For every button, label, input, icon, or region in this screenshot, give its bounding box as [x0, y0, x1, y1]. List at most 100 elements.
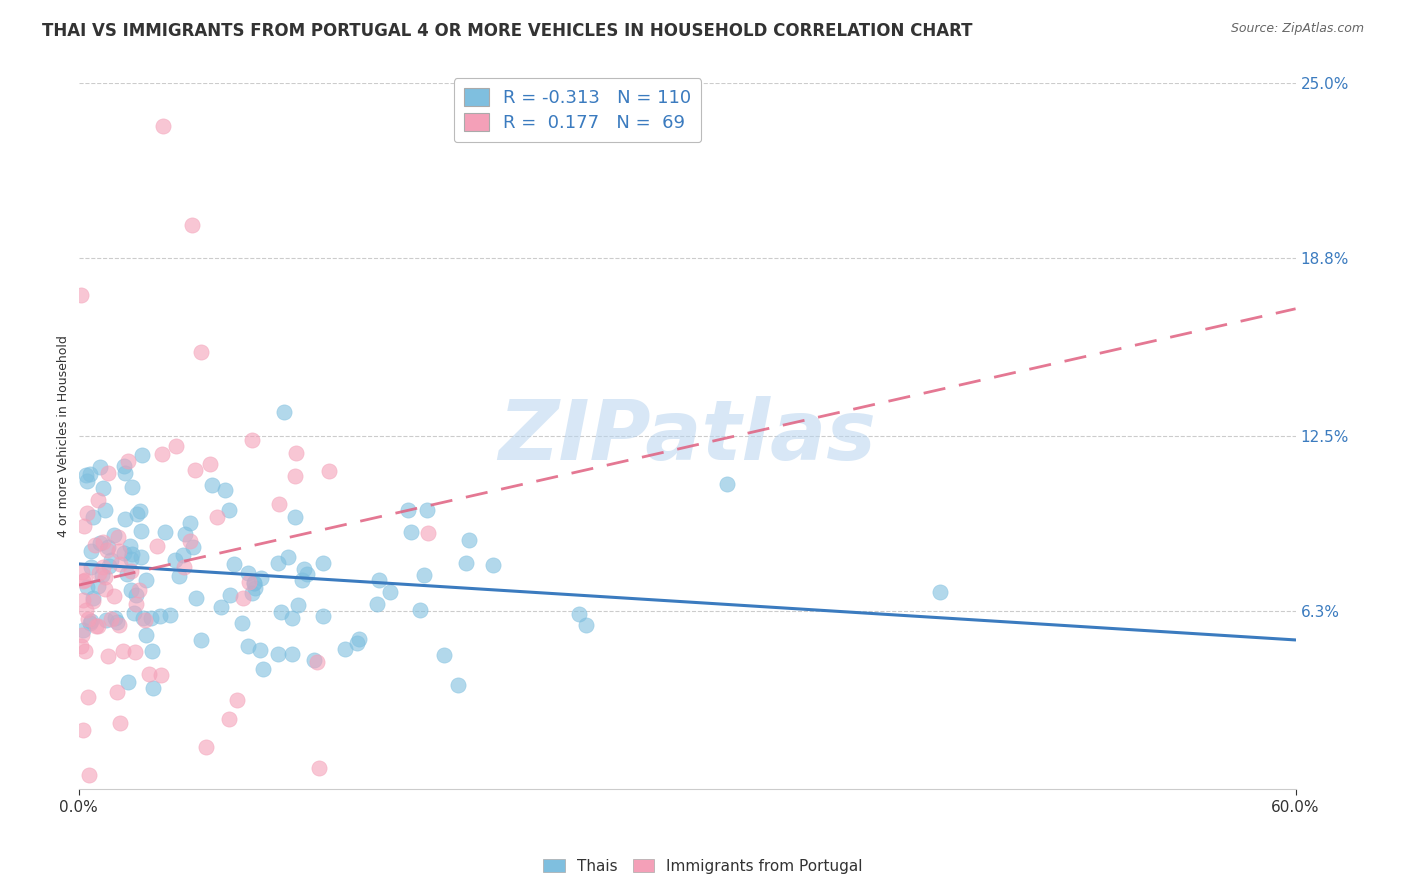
Point [107, 530, 129, 544]
Point [121, 547, 143, 561]
Point [80, 559, 103, 574]
Point [76, 580, 98, 594]
Point [120, 582, 142, 597]
Point [284, 469, 307, 483]
Point [141, 644, 163, 658]
Point [287, 598, 309, 612]
Point [378, 585, 401, 599]
Point [396, 503, 419, 517]
Point [568, 607, 591, 621]
Point [103, 528, 125, 542]
Point [79, 615, 101, 630]
Point [75, 603, 97, 617]
Point [132, 611, 155, 625]
Point [83, 538, 105, 552]
Point [181, 218, 204, 232]
Point [111, 644, 134, 658]
Point [108, 716, 131, 731]
Point [125, 588, 148, 602]
Point [91, 559, 114, 574]
Point [305, 655, 328, 669]
Point [89, 536, 111, 550]
Point [150, 447, 173, 461]
Point [86, 579, 108, 593]
Point [222, 557, 245, 571]
Point [153, 525, 176, 540]
Point [114, 512, 136, 526]
Point [121, 480, 143, 494]
Point [125, 597, 148, 611]
Point [349, 632, 371, 646]
Point [94, 613, 117, 627]
Point [134, 614, 156, 628]
Point [141, 611, 163, 625]
Point [231, 616, 253, 631]
Point [97, 466, 120, 480]
Point [90, 568, 112, 582]
Point [97, 648, 120, 663]
Point [297, 566, 319, 581]
Point [80, 615, 103, 629]
Point [105, 615, 128, 629]
Point [270, 605, 292, 619]
Point [159, 608, 181, 623]
Point [574, 618, 596, 632]
Point [716, 476, 738, 491]
Point [108, 557, 131, 571]
Point [70, 566, 93, 580]
Point [94, 570, 117, 584]
Point [112, 459, 135, 474]
Point [172, 548, 194, 562]
Point [163, 552, 186, 566]
Point [240, 585, 263, 599]
Point [77, 690, 100, 704]
Point [366, 597, 388, 611]
Point [138, 667, 160, 681]
Point [118, 540, 141, 554]
Point [117, 675, 139, 690]
Point [146, 539, 169, 553]
Point [291, 573, 314, 587]
Point [82, 510, 104, 524]
Point [218, 712, 240, 726]
Point [94, 502, 117, 516]
Point [149, 609, 172, 624]
Point [304, 653, 326, 667]
Point [240, 433, 263, 447]
Point [117, 454, 139, 468]
Point [249, 571, 271, 585]
Point [72, 574, 94, 589]
Point [929, 585, 952, 599]
Point [76, 475, 98, 489]
Point [413, 567, 436, 582]
Point [100, 612, 122, 626]
Point [207, 510, 229, 524]
Point [104, 611, 127, 625]
Text: Source: ZipAtlas.com: Source: ZipAtlas.com [1230, 22, 1364, 36]
Point [173, 560, 195, 574]
Point [232, 591, 254, 606]
Point [346, 636, 368, 650]
Point [318, 464, 340, 478]
Point [149, 668, 172, 682]
Point [184, 463, 207, 477]
Point [135, 627, 157, 641]
Point [131, 448, 153, 462]
Point [273, 405, 295, 419]
Point [243, 576, 266, 591]
Point [252, 662, 274, 676]
Point [284, 446, 307, 460]
Point [214, 483, 236, 497]
Point [446, 677, 468, 691]
Point [236, 639, 259, 653]
Point [76, 506, 98, 520]
Point [399, 525, 422, 540]
Point [415, 502, 437, 516]
Point [179, 516, 201, 530]
Point [120, 564, 142, 578]
Point [266, 647, 288, 661]
Point [433, 648, 456, 662]
Point [77, 768, 100, 782]
Point [73, 519, 96, 533]
Point [75, 467, 97, 482]
